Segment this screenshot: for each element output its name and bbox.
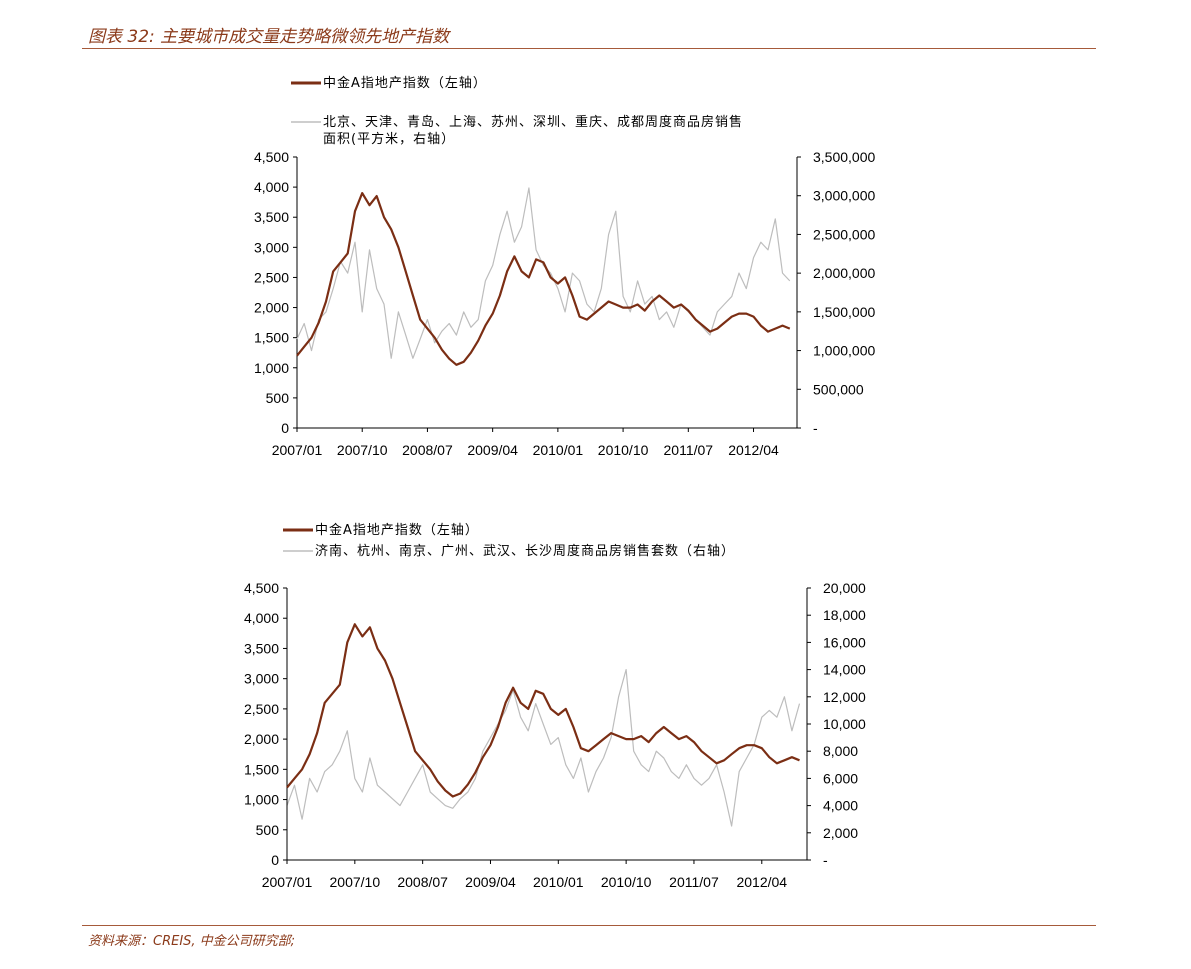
- x-tick-label: 2007/10: [330, 874, 381, 890]
- y-right-tick-label: 1,000,000: [813, 343, 875, 359]
- y-left-tick-label: 1,500: [254, 330, 289, 346]
- y-right-tick-label: 3,000,000: [813, 188, 875, 204]
- y-left-tick-label: 2,500: [244, 701, 279, 717]
- y-right-tick-label: 16,000: [823, 634, 866, 650]
- source-note: 资料来源：CREIS, 中金公司研究部;: [88, 934, 296, 949]
- series-line-index: [296, 192, 791, 366]
- x-tick-label: 2010/10: [598, 442, 649, 458]
- footer-divider: [82, 925, 1096, 926]
- y-right-tick-label: 8,000: [823, 743, 858, 759]
- y-right-tick-label: 14,000: [823, 662, 866, 678]
- y-right-tick-label: 6,000: [823, 770, 858, 786]
- legend-label-volume: 济南、杭州、南京、广州、武汉、长沙周度商品房销售套数（右轴）: [315, 543, 735, 559]
- y-right-tick-label: 4,000: [823, 798, 858, 814]
- y-left-tick-label: 4,000: [254, 179, 289, 195]
- x-tick-label: 2012/04: [728, 442, 779, 458]
- y-left-tick-label: 1,000: [244, 792, 279, 808]
- y-right-tick-label: 10,000: [823, 716, 866, 732]
- y-left-tick-label: 3,500: [244, 640, 279, 656]
- x-tick-label: 2010/01: [533, 874, 584, 890]
- x-tick-label: 2012/04: [736, 874, 787, 890]
- y-right-tick-label: 20,000: [823, 580, 866, 596]
- page-title: 图表 32: 主要城市成交量走势略微领先地产指数: [88, 27, 450, 47]
- x-tick-label: 2007/01: [272, 442, 323, 458]
- y-left-tick-label: 2,500: [254, 269, 289, 285]
- x-tick-label: 2007/01: [262, 874, 313, 890]
- y-right-tick-label: 18,000: [823, 607, 866, 623]
- legend-label-index: 中金A指地产指数（左轴）: [323, 75, 487, 91]
- y-left-tick-label: 0: [281, 420, 289, 436]
- y-right-tick-label: -: [813, 420, 818, 436]
- y-left-tick-label: 500: [256, 822, 280, 838]
- x-tick-label: 2008/07: [402, 442, 453, 458]
- y-left-tick-label: 1,500: [244, 761, 279, 777]
- x-tick-label: 2011/07: [669, 874, 719, 890]
- x-tick-label: 2010/10: [601, 874, 652, 890]
- y-left-tick-label: 3,000: [244, 671, 279, 687]
- y-left-tick-label: 2,000: [244, 731, 279, 747]
- y-left-tick-label: 4,500: [244, 580, 279, 596]
- series-line-index: [286, 623, 800, 798]
- x-tick-label: 2009/04: [465, 874, 516, 890]
- y-left-tick-label: 3,000: [254, 239, 289, 255]
- legend-label-index: 中金A指地产指数（左轴）: [315, 522, 479, 538]
- x-tick-label: 2009/04: [467, 442, 518, 458]
- y-right-tick-label: 2,000: [823, 825, 858, 841]
- x-tick-label: 2007/10: [337, 442, 388, 458]
- x-tick-label: 2011/07: [664, 442, 714, 458]
- y-left-tick-label: 4,500: [254, 149, 289, 165]
- y-right-tick-label: 1,500,000: [813, 304, 875, 320]
- y-left-tick-label: 4,000: [244, 610, 279, 626]
- legend-label-volume-cont: 面积(平方米，右轴）: [323, 131, 455, 147]
- y-right-tick-label: 12,000: [823, 689, 866, 705]
- y-right-tick-label: -: [823, 852, 828, 868]
- y-left-tick-label: 500: [266, 390, 290, 406]
- y-left-tick-label: 0: [271, 852, 279, 868]
- legend-label-volume: 北京、天津、青岛、上海、苏州、深圳、重庆、成都周度商品房销售: [323, 114, 743, 130]
- y-left-tick-label: 3,500: [254, 209, 289, 225]
- x-tick-label: 2010/01: [533, 442, 584, 458]
- y-right-tick-label: 2,500,000: [813, 226, 875, 242]
- y-right-tick-label: 500,000: [813, 381, 864, 397]
- x-tick-label: 2008/07: [397, 874, 448, 890]
- title-divider: [82, 48, 1096, 49]
- y-left-tick-label: 1,000: [254, 360, 289, 376]
- y-right-tick-label: 3,500,000: [813, 149, 875, 165]
- series-line-volume: [286, 668, 801, 827]
- series-line-volume: [296, 187, 791, 359]
- y-left-tick-label: 2,000: [254, 300, 289, 316]
- y-right-tick-label: 2,000,000: [813, 265, 875, 281]
